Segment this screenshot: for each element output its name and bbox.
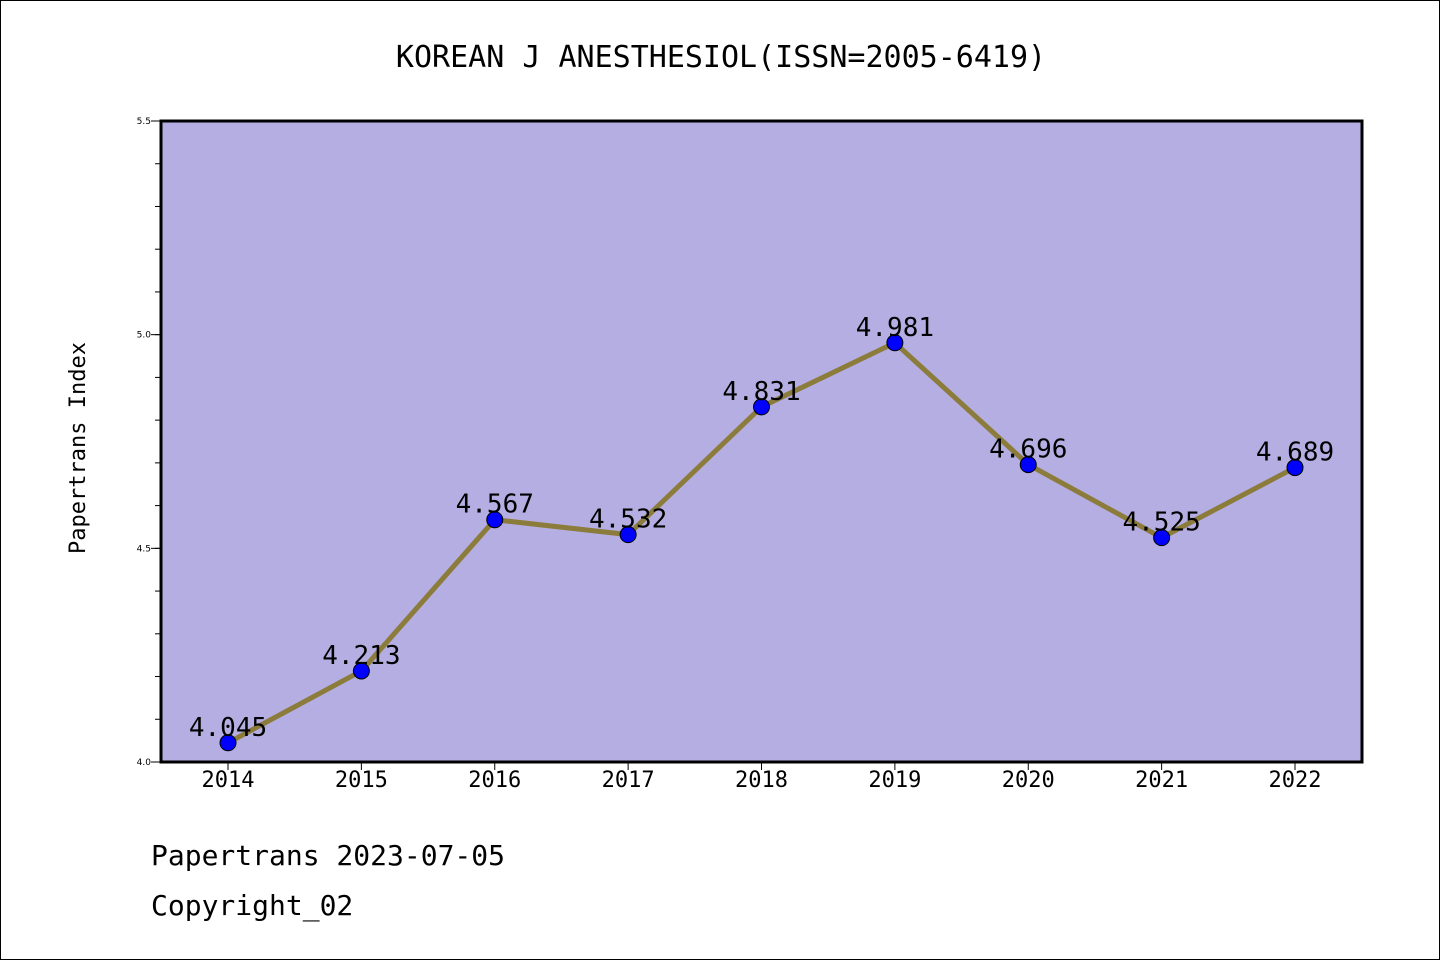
y-tick-label: 4.5	[137, 544, 151, 554]
data-labels-group: 4.045 4.213 4.567 4.532 4.831 4.981 4.696 4.525…	[189, 313, 1334, 743]
y-tick-label: 5.5	[137, 117, 151, 127]
x-tick-label: 2021	[1135, 768, 1188, 793]
data-point	[1153, 529, 1171, 547]
data-label: 4.689	[1256, 438, 1334, 468]
x-tick-label: 2018	[735, 768, 788, 793]
footer-source: Papertrans 2023-07-05	[151, 839, 505, 872]
plot-area	[161, 121, 1362, 762]
data-point	[886, 334, 904, 352]
y-tick-label: 4.0	[137, 758, 152, 768]
data-point	[619, 526, 637, 544]
chart-title: KOREAN J ANESTHESIOL(ISSN=2005-6419)	[396, 40, 1046, 75]
x-tick-label: 2015	[335, 768, 388, 793]
x-tick-label: 2022	[1269, 768, 1322, 793]
y-axis: 4.0 4.5 5.0 5.5	[137, 117, 161, 768]
data-label: 4.213	[322, 641, 400, 671]
data-point	[219, 734, 237, 752]
data-label: 4.525	[1122, 508, 1200, 538]
data-point	[1019, 456, 1037, 474]
data-label: 4.981	[856, 313, 934, 343]
x-tick-label: 2019	[868, 768, 921, 793]
data-point	[352, 662, 370, 680]
data-label: 4.696	[989, 435, 1067, 465]
data-point	[1286, 459, 1304, 477]
data-label: 4.532	[589, 505, 667, 535]
series-points-group	[219, 334, 1304, 752]
x-axis: 2014 2015 2016 2017 2018 2019 2020 2021 2022	[202, 762, 1322, 793]
footer-copyright: Copyright_02	[151, 889, 353, 923]
data-label: 4.045	[189, 713, 267, 743]
x-tick-label: 2020	[1002, 768, 1055, 793]
x-tick-label: 2014	[202, 768, 255, 793]
y-tick-label: 5.0	[137, 331, 152, 341]
x-tick-label: 2017	[602, 768, 655, 793]
data-label: 4.567	[456, 490, 534, 520]
data-label: 4.831	[722, 377, 800, 407]
data-point	[486, 511, 504, 529]
plot-border	[159, 119, 1364, 764]
y-axis-label: Papertrans Index	[66, 342, 91, 554]
data-point	[753, 398, 770, 416]
x-tick-label: 2016	[468, 768, 521, 793]
